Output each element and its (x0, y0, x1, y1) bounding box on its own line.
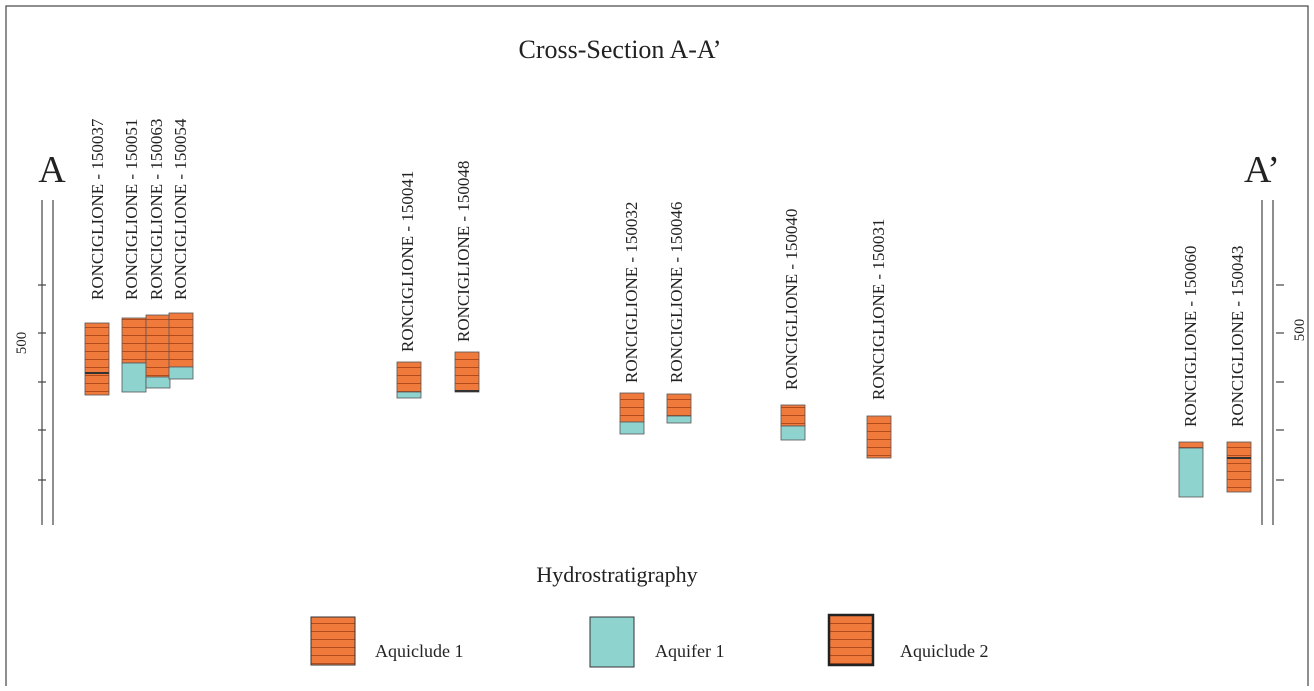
well-label: RONCIGLIONE - 150048 (454, 161, 473, 342)
legend-swatch (310, 616, 356, 666)
aquiclude-column (780, 404, 806, 427)
aquifer-column (145, 376, 171, 389)
aquiclude-column (454, 351, 480, 393)
legend-label: Aquiclude 2 (900, 641, 988, 661)
legend-swatch (827, 613, 875, 667)
legend-swatch (589, 616, 635, 668)
aquiclude-column (145, 314, 171, 378)
left-scale (38, 200, 54, 525)
title: Cross-Section A-A’ (519, 35, 722, 64)
scale-label-right: 500 (1292, 319, 1308, 342)
well-label: RONCIGLIONE - 150046 (667, 202, 686, 383)
aquifer-column (666, 415, 692, 424)
aquiclude-column (396, 361, 422, 393)
wells: RONCIGLIONE - 150037 RONCIGLIONE - 150051… (84, 118, 1252, 498)
legend-title: Hydrostratigraphy (536, 562, 697, 587)
well-label: RONCIGLIONE - 150043 (1228, 246, 1247, 427)
well-label: RONCIGLIONE - 150041 (398, 171, 417, 352)
aquiclude-column (84, 322, 110, 396)
aquiclude-column (866, 415, 892, 459)
aquifer-column (121, 362, 147, 393)
aquiclude-column (666, 393, 692, 417)
aquiclude-column (1178, 441, 1204, 449)
well-label: RONCIGLIONE - 150063 (147, 119, 166, 300)
well-label: RONCIGLIONE - 150031 (869, 219, 888, 400)
well-label: RONCIGLIONE - 150054 (171, 118, 190, 300)
legend-label: Aquiclude 1 (375, 641, 463, 661)
end-label-right: A’ (1244, 149, 1280, 191)
well-label: RONCIGLIONE - 150032 (622, 202, 641, 383)
well-label: RONCIGLIONE - 150060 (1181, 246, 1200, 427)
aquiclude-column (619, 392, 645, 423)
end-label-left: A (38, 149, 66, 191)
aquifer-column (168, 366, 194, 380)
well-label: RONCIGLIONE - 150051 (122, 119, 141, 300)
aquifer-column (396, 391, 422, 399)
well-label: RONCIGLIONE - 150040 (782, 209, 801, 390)
legend-label: Aquifer 1 (655, 641, 724, 661)
aquifer-column (619, 421, 645, 435)
well-label: RONCIGLIONE - 150037 (88, 118, 107, 300)
aquiclude-column (168, 312, 194, 368)
aquiclude-column (1226, 441, 1252, 493)
aquifer-column (1178, 447, 1204, 498)
frame (5, 5, 1309, 691)
aquifer-column (780, 425, 806, 441)
right-scale (1261, 200, 1284, 525)
aquiclude-column (121, 317, 147, 364)
scale-label-left: 500 (14, 332, 30, 355)
